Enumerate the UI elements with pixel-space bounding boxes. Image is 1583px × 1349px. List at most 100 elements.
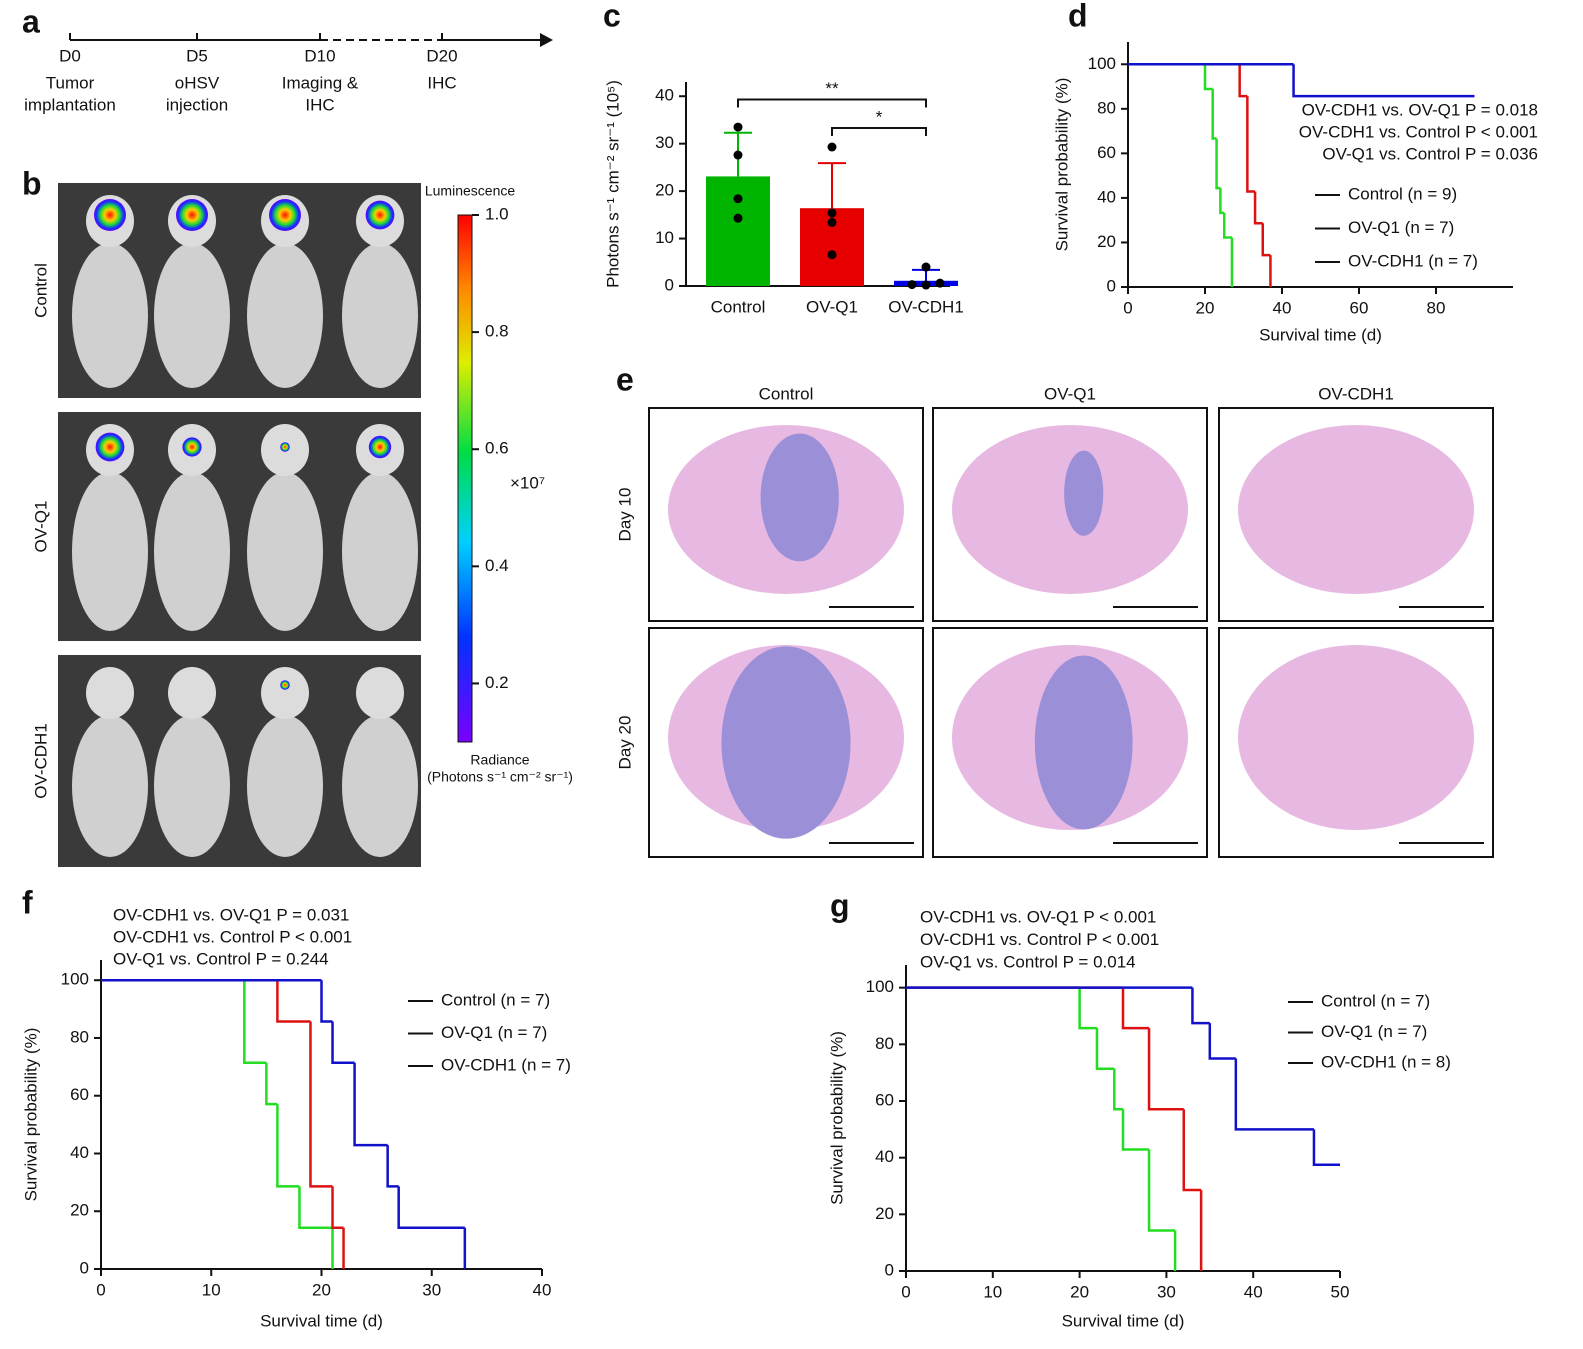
data-point xyxy=(935,278,945,288)
data-point xyxy=(733,150,743,160)
statistics-annotation: OV-CDH1 vs. Control P < 0.001 xyxy=(1299,122,1538,141)
error-bar xyxy=(818,162,846,209)
row-label: OV-Q1 xyxy=(31,501,50,553)
survival-step xyxy=(298,1186,333,1229)
statistics-annotation: OV-CDH1 vs. OV-Q1 P = 0.031 xyxy=(113,905,349,924)
timeline-tick-label: D5 xyxy=(186,46,208,65)
statistics-annotation: OV-CDH1 vs. Control P < 0.001 xyxy=(113,927,352,946)
panel-letter: e xyxy=(616,361,634,397)
timeline-event: IHC xyxy=(427,73,456,92)
timeline-event: implantation xyxy=(24,95,116,114)
data-point xyxy=(733,213,743,223)
data-point xyxy=(921,262,931,272)
y-tick-label: 10 xyxy=(655,228,674,247)
luminescence-spot xyxy=(269,199,301,231)
legend-label: Control (n = 9) xyxy=(1348,184,1457,203)
data-point xyxy=(827,208,837,218)
x-tick-label: 20 xyxy=(1196,298,1215,317)
survival-step xyxy=(397,1186,465,1229)
x-tick-label: 30 xyxy=(1157,1282,1176,1301)
arrow-head xyxy=(540,33,553,47)
survival-step xyxy=(1121,987,1150,1030)
tumor xyxy=(721,646,851,839)
brain-section xyxy=(1238,425,1474,594)
legend-label: Control (n = 7) xyxy=(1321,991,1430,1010)
row-label: Day 20 xyxy=(615,716,634,770)
colorbar-tick-label: 0.6 xyxy=(485,439,509,458)
x-tick-label: 10 xyxy=(202,1280,221,1299)
panel-letter: a xyxy=(22,3,40,39)
data-point xyxy=(827,142,837,152)
survival-step xyxy=(331,1186,344,1229)
survival-step xyxy=(265,1062,278,1106)
y-tick-label: 20 xyxy=(70,1201,89,1220)
luminescence-spot xyxy=(182,437,202,457)
legend-label: OV-Q1 (n = 7) xyxy=(1321,1022,1427,1041)
survival-step xyxy=(243,980,267,1065)
luminescence-spot xyxy=(94,199,126,231)
mouse-head xyxy=(261,667,309,719)
x-tick-label: 40 xyxy=(1273,298,1292,317)
data-point xyxy=(827,217,837,227)
panel-letter: f xyxy=(22,884,33,920)
x-tick-label: 0 xyxy=(96,1280,105,1299)
luminescence-spot xyxy=(368,435,392,459)
survival-step xyxy=(1121,1109,1150,1151)
y-tick-label: 80 xyxy=(875,1034,894,1053)
survival-step xyxy=(1208,1023,1236,1060)
mouse-body xyxy=(342,715,418,857)
x-axis-label: Survival time (d) xyxy=(1062,1311,1185,1330)
survival-step xyxy=(1246,96,1256,193)
mouse-body xyxy=(247,472,323,631)
colorbar xyxy=(457,214,473,743)
x-tick-label: 80 xyxy=(1427,298,1446,317)
mouse-body xyxy=(154,243,230,388)
legend-label: OV-Q1 (n = 7) xyxy=(441,1023,547,1042)
significance-label: * xyxy=(876,108,883,127)
timeline-event: IHC xyxy=(305,95,334,114)
x-tick-label: 50 xyxy=(1331,1282,1350,1301)
data-point xyxy=(907,280,917,290)
x-tick-label: 0 xyxy=(901,1282,910,1301)
data-point xyxy=(921,280,931,290)
y-tick-label: 0 xyxy=(1107,276,1116,295)
y-tick-label: 60 xyxy=(1097,143,1116,162)
bar xyxy=(706,176,770,286)
survival-step xyxy=(1147,1149,1176,1232)
y-tick-label: 20 xyxy=(655,181,674,200)
y-tick-label: 40 xyxy=(1097,187,1116,206)
x-tick-label: OV-CDH1 xyxy=(888,297,964,316)
survival-step xyxy=(1215,138,1221,190)
survival-step xyxy=(1234,1058,1314,1131)
column-label: Control xyxy=(759,384,814,403)
y-tick-label: 40 xyxy=(70,1143,89,1162)
y-axis-label: Photons s⁻¹ cm⁻² sr⁻¹ (10⁵) xyxy=(603,80,622,288)
survival-step xyxy=(1113,1068,1123,1111)
y-tick-label: 60 xyxy=(875,1090,894,1109)
statistics-annotation: OV-Q1 vs. Control P = 0.036 xyxy=(1322,144,1538,163)
survival-step xyxy=(1078,987,1097,1030)
y-tick-label: 100 xyxy=(61,970,89,989)
colorbar-tick-label: 0.2 xyxy=(485,673,509,692)
colorbar-tick-label: 0.8 xyxy=(485,322,509,341)
tumor xyxy=(1064,450,1104,536)
survival-step xyxy=(276,980,311,1023)
statistics-annotation: OV-Q1 vs. Control P = 0.014 xyxy=(920,952,1136,971)
timeline-tick-label: D20 xyxy=(426,46,457,65)
timeline-event: oHSV xyxy=(175,73,220,92)
survival-step xyxy=(1095,1028,1115,1070)
data-point xyxy=(733,122,743,132)
mouse-head xyxy=(356,667,404,719)
x-axis-label: Survival time (d) xyxy=(260,1311,383,1330)
legend-label: OV-CDH1 (n = 8) xyxy=(1321,1052,1451,1071)
survival-step xyxy=(1292,64,1475,98)
data-point xyxy=(827,250,837,260)
y-tick-label: 0 xyxy=(885,1260,894,1279)
mouse-body xyxy=(154,715,230,857)
luminescence-spot xyxy=(280,442,290,452)
survival-step xyxy=(1182,1109,1202,1192)
mouse-head xyxy=(168,667,216,719)
panel-letter: c xyxy=(603,0,621,33)
legend-label: Control (n = 7) xyxy=(441,990,550,1009)
y-axis-label: Survival probability (%) xyxy=(1052,78,1071,252)
